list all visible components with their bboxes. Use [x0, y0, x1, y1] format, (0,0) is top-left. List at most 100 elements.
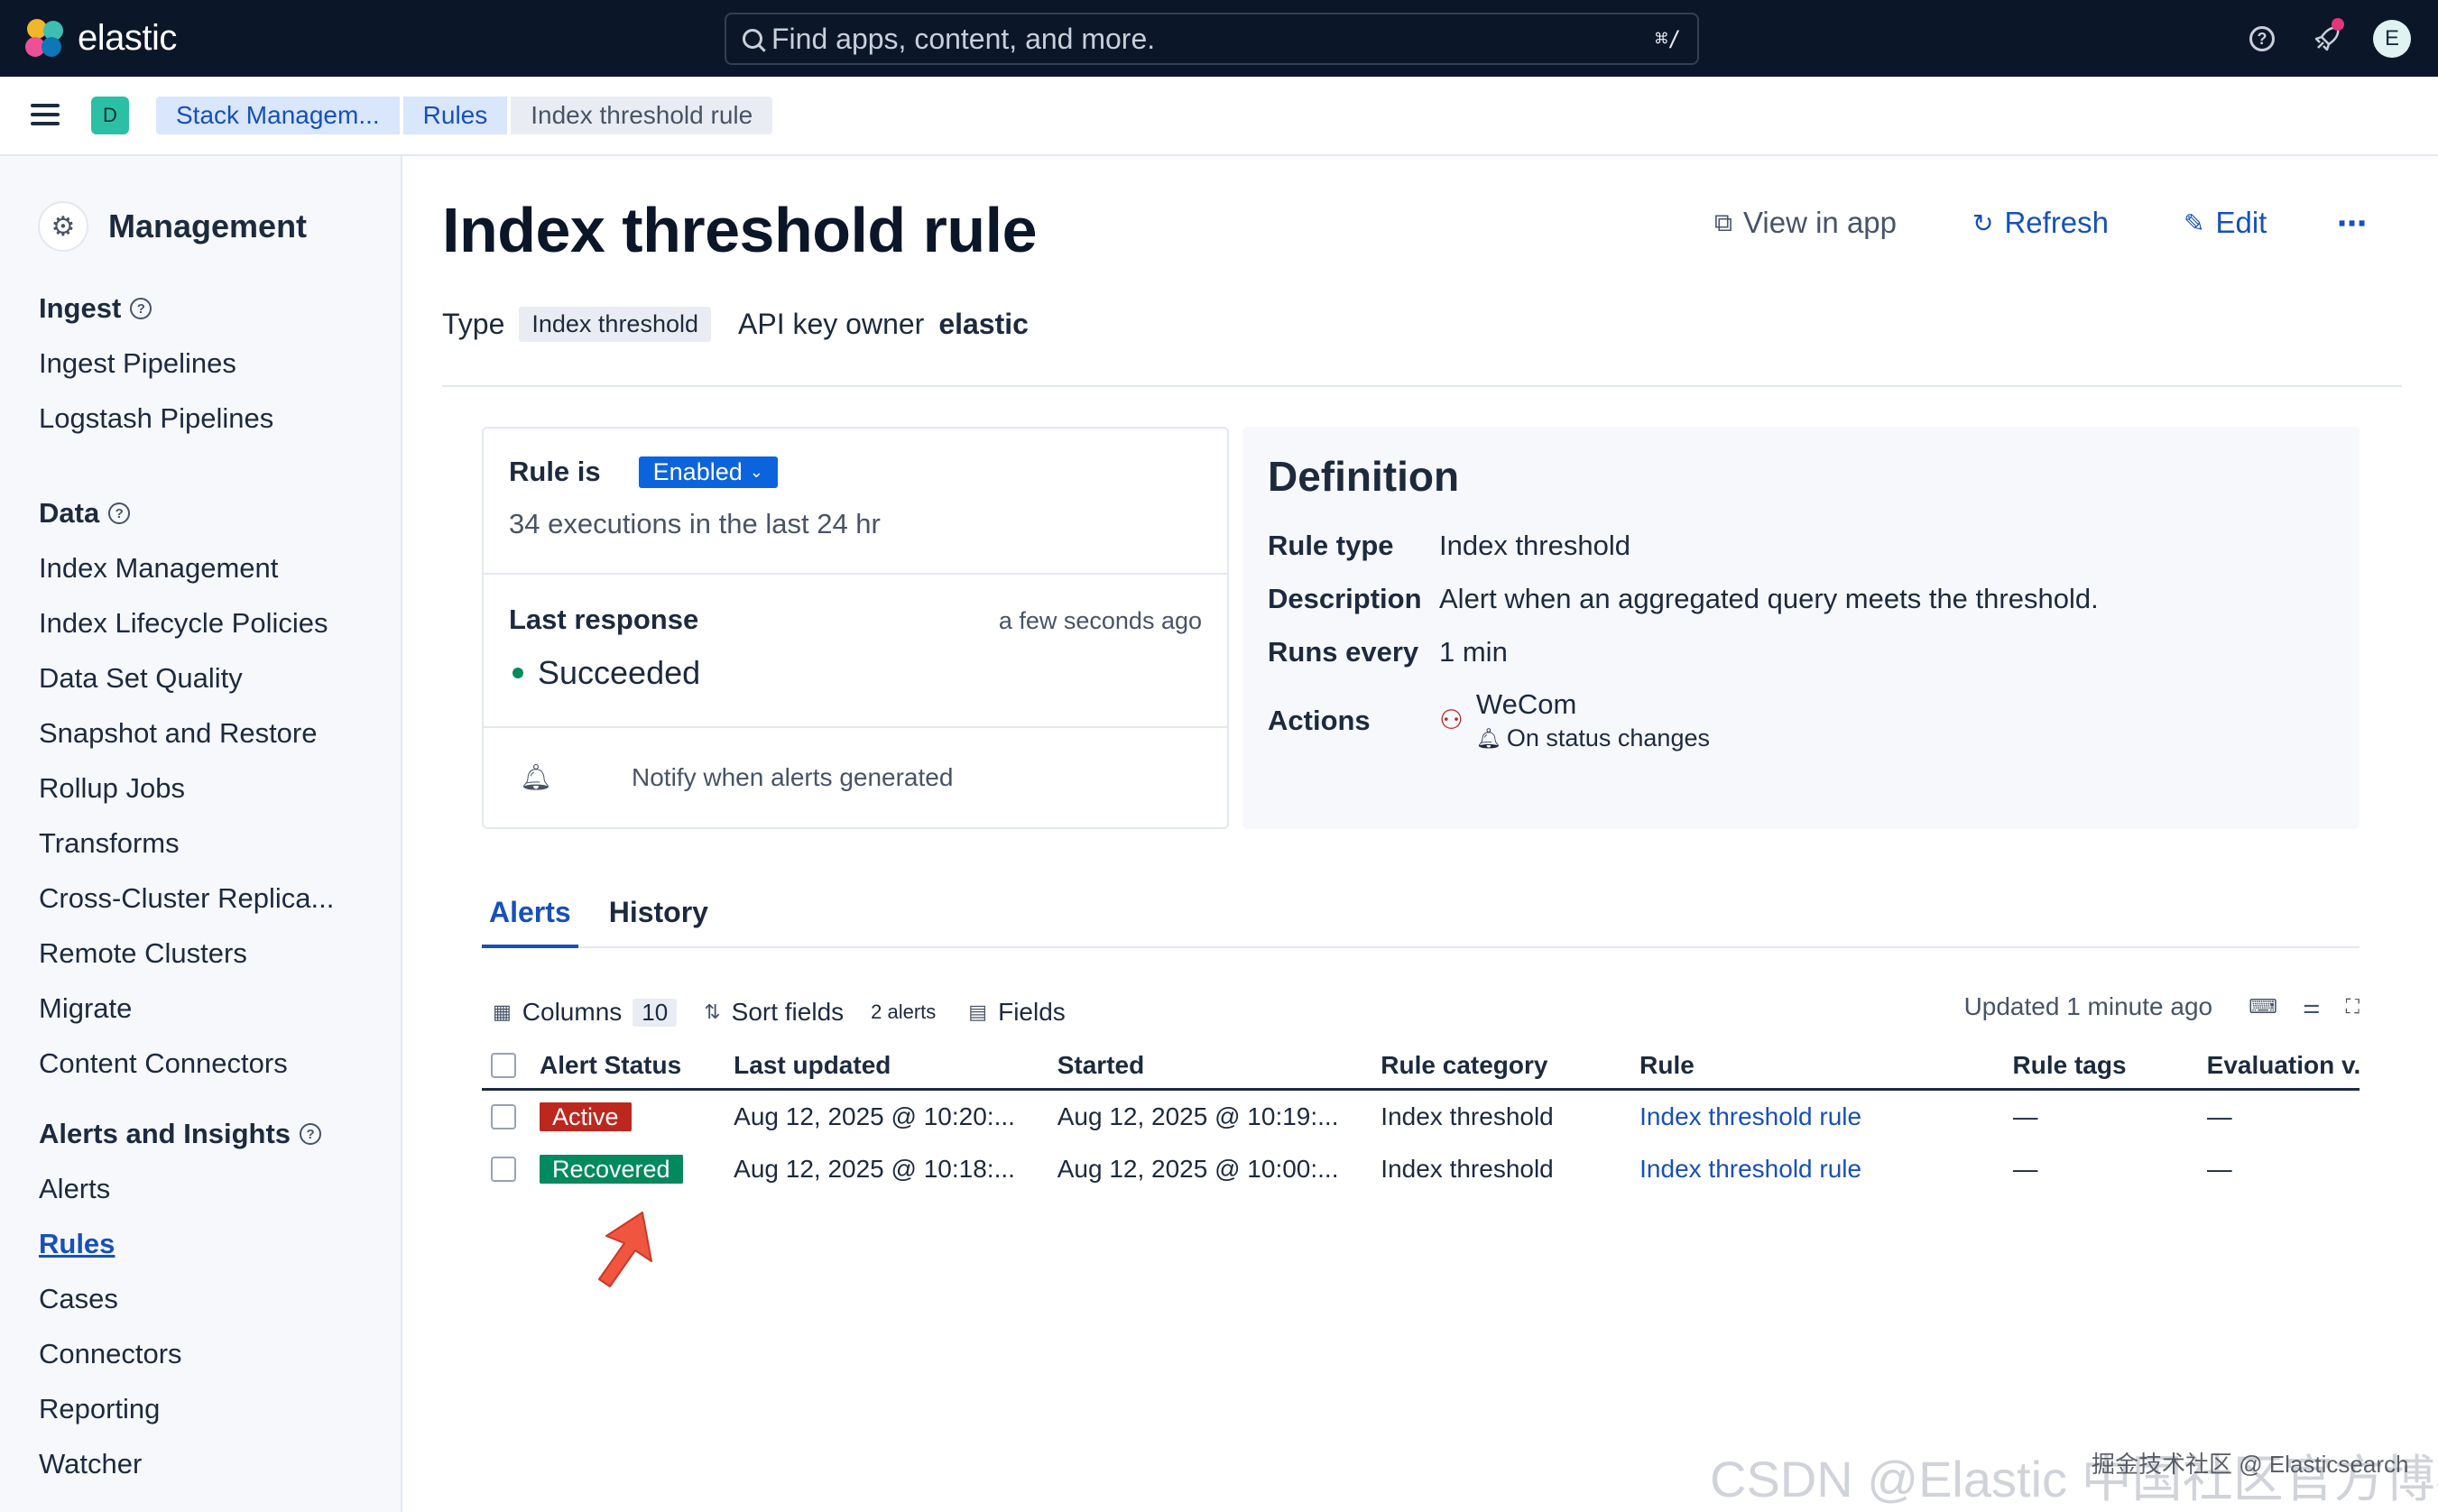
row-checkbox[interactable] — [491, 1104, 516, 1129]
cell-last-updated: Aug 12, 2025 @ 10:20:... — [734, 1102, 1015, 1130]
page-title: Index threshold rule — [442, 195, 1038, 265]
elastic-logo[interactable]: elastic — [25, 18, 177, 59]
sidebar-item-logstash-pipelines[interactable]: Logstash Pipelines — [39, 401, 274, 434]
sidebar-item-snapshot-restore[interactable]: Snapshot and Restore — [39, 716, 318, 749]
columns-button[interactable]: ▦ Columns 10 — [493, 998, 678, 1027]
description-label: Description — [1268, 583, 1422, 614]
action-frequency: On status changes — [1506, 724, 1710, 751]
external-link-icon: ⧉ — [1714, 207, 1732, 236]
sidebar-item-index-management[interactable]: Index Management — [39, 551, 279, 584]
table-columns-icon: ▦ — [493, 1000, 512, 1023]
breadcrumb-stack-management[interactable]: Stack Managem... — [156, 97, 400, 134]
rule-tabs: Alerts History — [482, 889, 2360, 948]
cell-rule-category: Index threshold — [1381, 1102, 1554, 1130]
runs-every-label: Runs every — [1268, 636, 1419, 668]
column-header-alert-status[interactable]: Alert Status — [540, 1050, 682, 1079]
sort-fields-button[interactable]: ⇅ Sort fields — [704, 998, 844, 1027]
view-in-app-button[interactable]: ⧉ View in app — [1714, 206, 1897, 240]
help-icon[interactable]: ? — [130, 298, 152, 319]
rule-is-label: Rule is — [509, 456, 601, 487]
sidebar-item-rollup-jobs[interactable]: Rollup Jobs — [39, 771, 185, 804]
alert-count: 2 alerts — [871, 1000, 937, 1023]
keyboard-icon[interactable]: ⌨ — [2249, 995, 2277, 1018]
table-row: Active Aug 12, 2025 @ 10:20:... Aug 12, … — [482, 1091, 2360, 1143]
menu-toggle-icon[interactable] — [31, 104, 60, 125]
help-icon[interactable]: ? — [300, 1123, 322, 1145]
refresh-button[interactable]: ↻ Refresh — [1972, 206, 2109, 240]
fullscreen-icon[interactable]: ⛶ — [2345, 995, 2360, 1018]
rule-status-card: Rule is Enabled ⌄ 34 executions in the l… — [482, 427, 1229, 829]
select-all-checkbox[interactable] — [491, 1052, 516, 1078]
cell-started: Aug 12, 2025 @ 10:19:... — [1057, 1102, 1339, 1130]
sidebar-item-cases[interactable]: Cases — [39, 1282, 118, 1314]
sidebar-item-ingest-pipelines[interactable]: Ingest Pipelines — [39, 346, 236, 379]
view-in-app-label: View in app — [1743, 206, 1898, 239]
sidebar-item-index-lifecycle-policies[interactable]: Index Lifecycle Policies — [39, 606, 328, 639]
rule-link[interactable]: Index threshold rule — [1639, 1102, 1862, 1130]
enabled-dropdown[interactable]: Enabled ⌄ — [638, 456, 778, 488]
global-search-input[interactable]: Find apps, content, and more. ⌘/ — [725, 13, 1699, 65]
tab-history[interactable]: History — [608, 896, 708, 928]
rule-type-value: Index threshold — [1439, 530, 1630, 561]
notify-setting[interactable]: 🔔︎ Notify when alerts generated — [520, 762, 953, 792]
column-header-started[interactable]: Started — [1057, 1050, 1145, 1079]
more-actions-button[interactable]: ⋯ — [2337, 206, 2367, 241]
columns-label: Columns — [522, 998, 623, 1026]
sidebar-group-alerts-insights: Alerts and Insights? Alerts Rules Cases … — [39, 1114, 322, 1491]
user-avatar[interactable]: E — [2373, 20, 2411, 58]
type-label: Type — [442, 308, 505, 340]
management-sidebar: ⚙ Management Ingest? Ingest Pipelines Lo… — [0, 156, 402, 1512]
help-icon: ? — [2249, 26, 2275, 51]
column-header-rule[interactable]: Rule — [1639, 1050, 1695, 1079]
breadcrumb-rules[interactable]: Rules — [402, 97, 508, 134]
row-checkbox[interactable] — [491, 1157, 516, 1182]
table-row: Recovered Aug 12, 2025 @ 10:18:... Aug 1… — [482, 1143, 2360, 1195]
sidebar-item-transforms[interactable]: Transforms — [39, 826, 180, 859]
api-key-owner-label: API key owner — [738, 308, 925, 340]
api-key-owner-value: elastic — [938, 308, 1029, 340]
action-item[interactable]: WeCom 🔔︎ On status changes — [1476, 688, 1710, 752]
tab-alerts[interactable]: Alerts — [482, 889, 578, 948]
edit-button[interactable]: ✎ Edit — [2184, 206, 2267, 240]
column-header-rule-tags[interactable]: Rule tags — [2012, 1050, 2127, 1079]
fields-label: Fields — [998, 998, 1066, 1026]
column-header-last-updated[interactable]: Last updated — [734, 1050, 891, 1079]
cell-evaluation: — — [2206, 1155, 2232, 1183]
actions-label: Actions — [1268, 704, 1371, 736]
sidebar-item-content-connectors[interactable]: Content Connectors — [39, 1046, 288, 1079]
sidebar-item-cross-cluster-replication[interactable]: Cross-Cluster Replica... — [39, 881, 335, 914]
help-icon[interactable]: ? — [108, 502, 131, 524]
sidebar-item-rules[interactable]: Rules — [39, 1227, 115, 1259]
column-header-evaluation[interactable]: Evaluation v. — [2206, 1050, 2360, 1079]
cell-last-updated: Aug 12, 2025 @ 10:18:... — [734, 1155, 1015, 1183]
column-header-rule-category[interactable]: Rule category — [1381, 1050, 1548, 1079]
news-feed-button[interactable] — [2310, 18, 2344, 56]
fields-button[interactable]: ▤ Fields — [968, 998, 1066, 1027]
space-avatar[interactable]: D — [91, 97, 129, 134]
definition-actions: Actions ⚇ WeCom 🔔︎ On status changes — [1268, 688, 1710, 752]
breadcrumb-current: Index threshold rule — [511, 97, 773, 134]
cell-rule-tags: — — [2012, 1102, 2038, 1130]
sidebar-item-migrate[interactable]: Migrate — [39, 991, 133, 1024]
bell-icon: 🔔︎ — [1475, 726, 1501, 750]
definition-rule-type: Rule type Index threshold — [1268, 530, 1630, 562]
sidebar-group-label: Alerts and Insights — [39, 1118, 291, 1149]
sidebar-item-remote-clusters[interactable]: Remote Clusters — [39, 936, 247, 969]
success-dot-icon — [513, 668, 523, 678]
sidebar-item-watcher[interactable]: Watcher — [39, 1447, 143, 1480]
refresh-icon: ↻ — [1972, 208, 1994, 237]
display-settings-icon[interactable]: ⚌ — [2302, 995, 2321, 1018]
description-value: Alert when an aggregated query meets the… — [1439, 583, 2099, 614]
sidebar-item-alerts[interactable]: Alerts — [39, 1172, 111, 1204]
sidebar-item-connectors[interactable]: Connectors — [39, 1337, 182, 1369]
search-shortcut: ⌘/ — [1655, 26, 1681, 51]
rule-meta: Type Index threshold API key owner elast… — [442, 307, 1029, 342]
help-button[interactable]: ? — [2245, 22, 2279, 56]
cell-rule-category: Index threshold — [1381, 1155, 1554, 1183]
sidebar-item-data-set-quality[interactable]: Data Set Quality — [39, 661, 243, 694]
sidebar-group-label: Ingest — [39, 292, 122, 324]
sidebar-group-data: Data? Index Management Index Lifecycle P… — [39, 493, 334, 1091]
rule-link[interactable]: Index threshold rule — [1639, 1155, 1862, 1183]
divider — [484, 573, 1227, 575]
sidebar-item-reporting[interactable]: Reporting — [39, 1392, 161, 1424]
